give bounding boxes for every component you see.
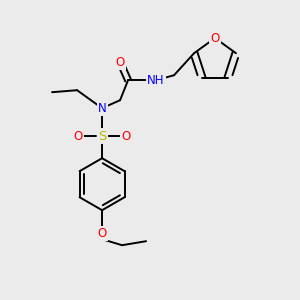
Text: O: O	[116, 56, 125, 69]
Text: O: O	[210, 32, 220, 44]
Text: N: N	[98, 102, 106, 115]
Text: O: O	[98, 227, 107, 240]
Text: O: O	[74, 130, 83, 143]
Text: O: O	[122, 130, 131, 143]
Text: NH: NH	[147, 74, 165, 87]
Text: S: S	[98, 130, 106, 143]
